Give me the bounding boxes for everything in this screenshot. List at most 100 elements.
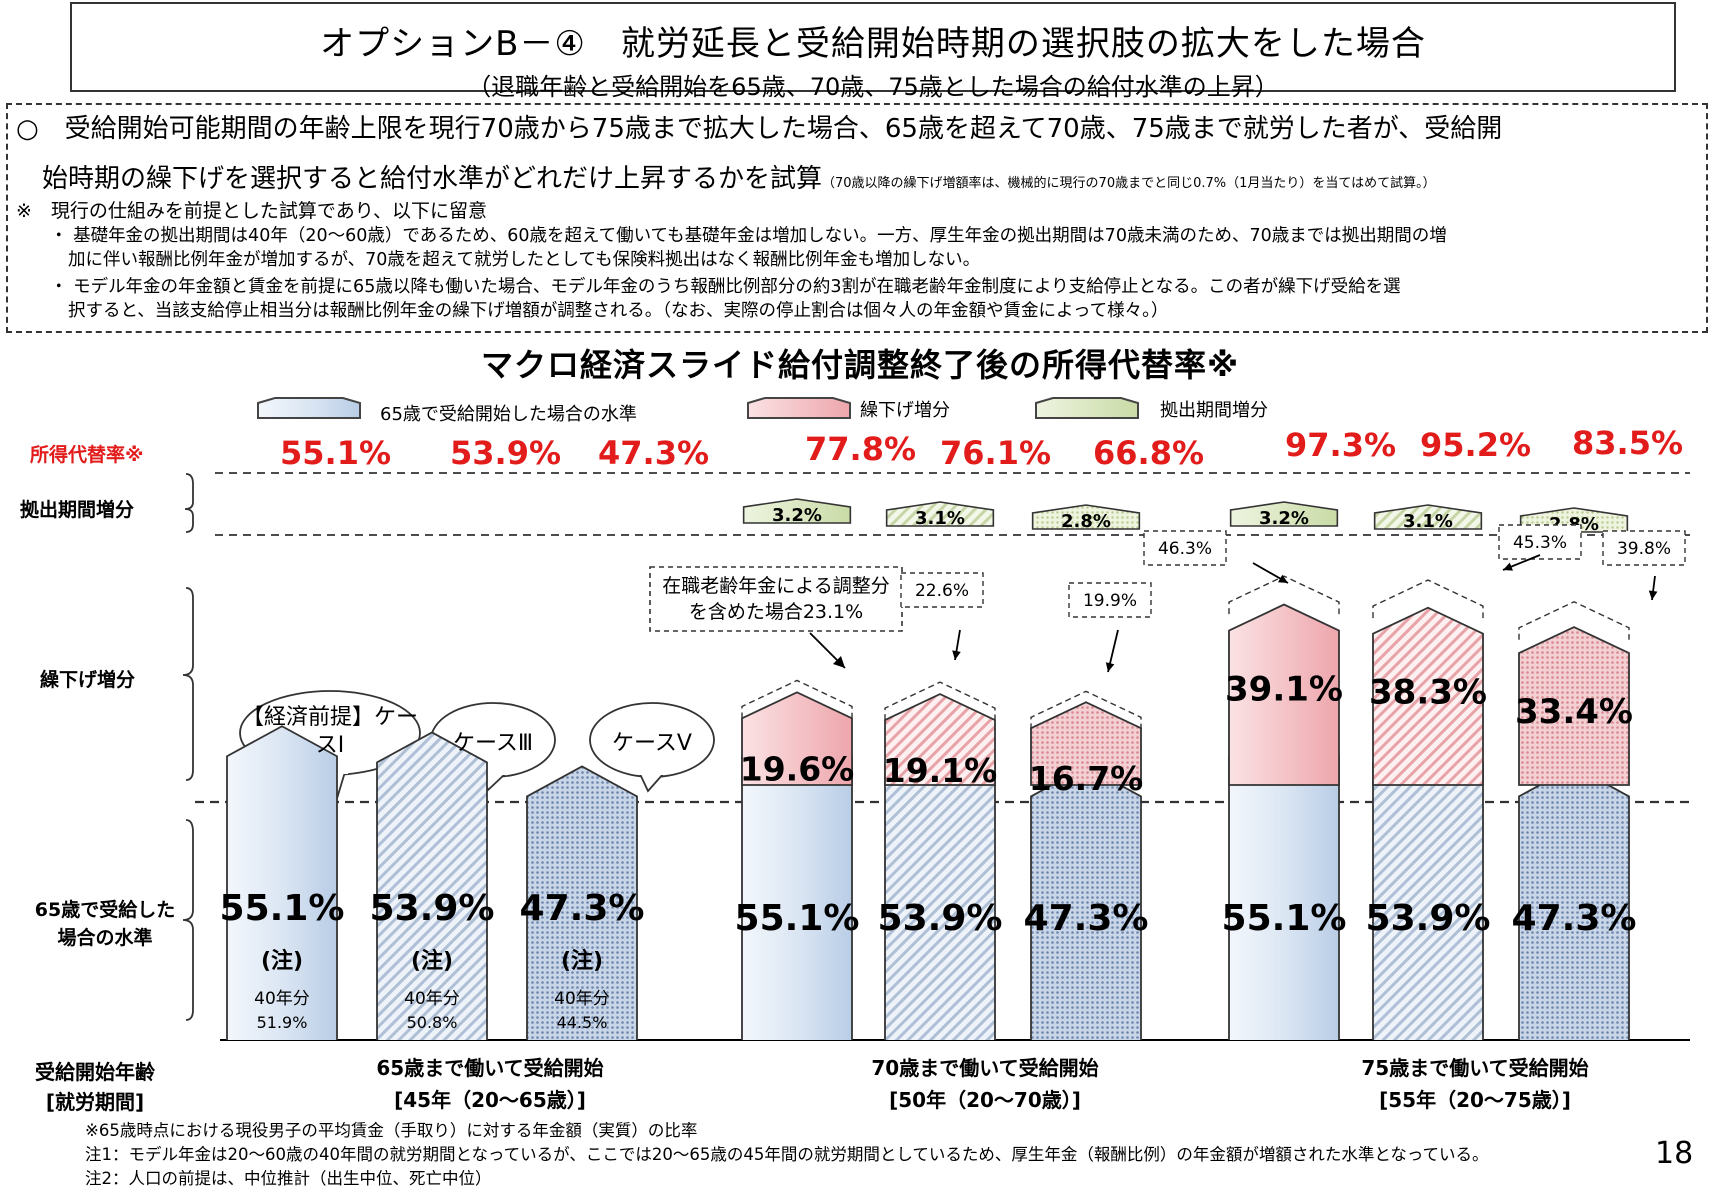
notes-bullet2-line1: ・ モデル年金の年金額と賃金を前提に65歳以降も働いた場合、モデル年金のうち報酬… [50, 277, 1401, 297]
total-label-8: 83.5% [1572, 424, 1684, 462]
callout-arrowhead-4 [952, 650, 961, 660]
bar-note-0: (注) [261, 948, 303, 974]
notes-bullet2: ・ モデル年金の年金額と賃金を前提に65歳以降も働いた場合、モデル年金のうち報酬… [50, 275, 1401, 323]
legend-label-deferral: 繰下げ増分 [860, 400, 950, 421]
bar-deferral-label-4: 19.1% [883, 751, 998, 790]
legend-swatch-contribution [1035, 397, 1139, 419]
bar-adjusted-outline-7 [1372, 579, 1484, 619]
callout-box-adjusted [649, 566, 903, 632]
bar-base-label-4: 53.9% [878, 898, 1003, 939]
brace-deferral [182, 587, 194, 781]
title-box: オプションB－④ 就労延長と受給開始時期の選択肢の拡大をした場合 （退職年齢と受… [70, 2, 1676, 101]
chart-title: マクロ経済スライド給付調整終了後の所得代替率※ [480, 346, 1240, 384]
bar-contribution-label-4: 3.1% [915, 508, 965, 529]
group-label-65-period: [45年（20～65歳）] [394, 1088, 586, 1112]
bar-contribution-label-7: 3.1% [1403, 511, 1453, 532]
notes-bullet1-line1: ・ 基礎年金の拠出期間は40年（20～60歳）であるため、60歳を超えて働いても… [50, 226, 1447, 246]
callout-arrowhead-7 [1503, 562, 1513, 571]
bar-base-2 [526, 765, 638, 1040]
bar-base-label-7: 53.9% [1366, 898, 1491, 939]
row-label-total: 所得代替率※ [30, 444, 144, 466]
total-label-1: 53.9% [450, 434, 562, 472]
bar-sub-label-2: 40年分 [554, 989, 610, 1009]
page-title: オプションB－④ 就労延長と受給開始時期の選択肢の拡大をした場合 [320, 24, 1426, 64]
group-label-65-title: 65歳まで働いて受給開始 [376, 1056, 604, 1080]
group-label-70: 70歳まで働いて受給開始 [50年（20～70歳）] [795, 1052, 1175, 1116]
notes-para2: ※ 現行の仕組みを前提とした試算であり、以下に留意 [16, 200, 487, 222]
legend-label-base: 65歳で受給開始した場合の水準 [380, 404, 637, 425]
callout-adjusted-text: 在職老齢年金による調整分を含めた場合23.1% [662, 575, 890, 623]
total-label-5: 66.8% [1093, 434, 1205, 472]
bar-deferral-6 [1228, 603, 1340, 786]
bar-sub-value-2: 44.5% [557, 1013, 608, 1032]
bar-sub-value-1: 50.8% [407, 1013, 458, 1032]
callout-label-6: 46.3% [1158, 539, 1212, 559]
bar-adjusted-outline-6 [1228, 575, 1340, 615]
bar-base-label-1: 53.9% [370, 888, 495, 929]
bar-deferral-label-3: 19.6% [740, 749, 855, 788]
callout-label-8: 39.8% [1617, 539, 1671, 559]
bar-contribution-7 [1373, 504, 1483, 530]
brace-base [182, 819, 194, 1021]
total-label-7: 95.2% [1420, 426, 1532, 464]
case-label-5: ケースⅤ [612, 731, 692, 756]
bar-contribution-label-3: 3.2% [772, 505, 822, 526]
bar-sub-value-0: 51.9% [257, 1013, 308, 1032]
bar-sub-label-0: 40年分 [254, 989, 310, 1009]
bar-deferral-4 [884, 693, 996, 786]
total-label-3: 77.8% [805, 430, 917, 468]
notes-bullet2-line2: 択すると、当該支給停止相当分は報酬比例年金の繰下げ増額が調整される。（なお、実際… [68, 301, 1169, 321]
bar-base-0 [226, 725, 338, 1040]
footnote-1: 注1：モデル年金は20～60歳の40年間の就労期間となっているが、ここでは20～… [85, 1145, 1489, 1164]
notes-bullet1: ・ 基礎年金の拠出期間は40年（20～60歳）であるため、60歳を超えて働いても… [50, 224, 1447, 272]
callout-arrowhead-8 [1648, 590, 1658, 600]
bar-contribution-label-5: 2.8% [1061, 511, 1111, 532]
footnote-2: 注2：人口の前提は、中位推計（出生中位、死亡中位） [85, 1169, 492, 1188]
bar-base-label-0: 55.1% [220, 888, 345, 929]
total-label-4: 76.1% [940, 434, 1052, 472]
bar-contribution-6 [1229, 501, 1339, 527]
bar-adjusted-outline-5 [1030, 690, 1142, 730]
notes-box [6, 103, 1708, 333]
notes-para1-line1: ○ 受給開始可能期間の年齢上限を現行70歳から75歳まで拡大した場合、65歳を超… [16, 114, 1503, 144]
bar-deferral-5 [1030, 701, 1142, 786]
bar-deferral-8 [1518, 626, 1630, 786]
total-label-2: 47.3% [598, 434, 710, 472]
row-label-base: 65歳で受給した場合の水準 [34, 899, 176, 949]
callout-box-7 [1498, 524, 1582, 560]
bar-deferral-3 [741, 691, 853, 786]
group-label-70-title: 70歳まで働いて受給開始 [871, 1056, 1099, 1080]
callout-box-6 [1143, 530, 1227, 566]
callout-label-4: 22.6% [915, 581, 969, 601]
bar-contribution-3 [742, 498, 852, 524]
callout-arrowhead-3 [833, 656, 845, 668]
total-label-6: 97.3% [1285, 426, 1397, 464]
bar-note-2: (注) [561, 948, 603, 974]
bar-base-label-3: 55.1% [735, 898, 860, 939]
case-label-3: ケースⅢ [452, 731, 534, 756]
bar-adjusted-outline-8 [1518, 601, 1630, 640]
footnote-ratio: ※65歳時点における現役男子の平均賃金（手取り）に対する年金額（実質）の比率 [85, 1121, 698, 1140]
group-label-70-period: [50年（20～70歳）] [889, 1088, 1081, 1112]
callout-box-5 [1068, 582, 1152, 618]
bar-deferral-label-7: 38.3% [1369, 673, 1487, 713]
bar-deferral-7 [1372, 606, 1484, 786]
bar-contribution-label-6: 3.2% [1259, 508, 1309, 529]
group-label-75-period: [55年（20～75歳）] [1379, 1088, 1571, 1112]
callout-arrowhead-5 [1105, 662, 1115, 672]
case-label-1: 【経済前提】ケースⅠ [241, 705, 418, 758]
callout-box-4 [900, 572, 984, 608]
page-subtitle: （退職年齢と受給開始を65歳、70歳、75歳とした場合の給付水準の上昇） [467, 73, 1279, 101]
bar-base-1 [376, 731, 488, 1040]
bar-base-label-5: 47.3% [1024, 898, 1149, 939]
legend-swatch-deferral [747, 397, 851, 419]
page-number: 18 [1655, 1136, 1694, 1171]
row-label-contribution: 拠出期間増分 [20, 499, 135, 521]
group-label-75: 75歳まで働いて受給開始 [55年（20～75歳）] [1285, 1052, 1665, 1116]
total-label-0: 55.1% [280, 434, 392, 472]
bar-base-label-8: 47.3% [1512, 898, 1637, 939]
legend-swatch-base [257, 397, 361, 419]
bar-sub-label-1: 40年分 [404, 989, 460, 1009]
group-label-65: 65歳まで働いて受給開始 [45年（20～65歳）] [300, 1052, 680, 1116]
